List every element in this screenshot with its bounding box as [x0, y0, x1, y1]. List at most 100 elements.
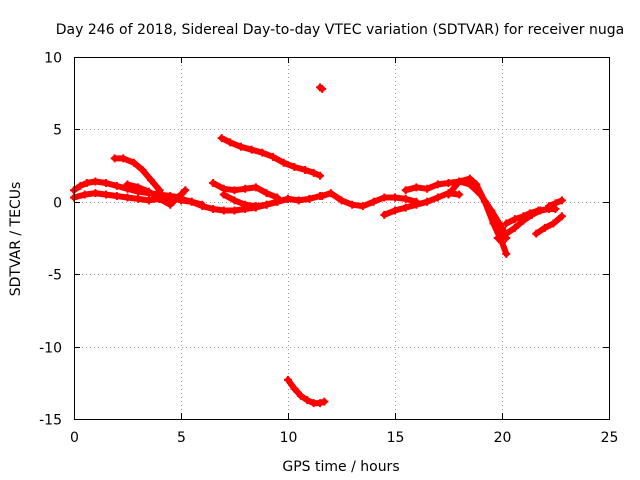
data-point — [348, 200, 357, 209]
data-point — [279, 158, 288, 167]
data-point — [269, 152, 278, 161]
data-point — [532, 229, 541, 238]
data-point — [498, 223, 506, 232]
data-point — [412, 200, 421, 209]
data-point — [294, 196, 303, 205]
series-trace — [319, 190, 420, 210]
data-point — [423, 197, 432, 206]
data-point — [177, 194, 185, 203]
series-arc4 — [123, 180, 190, 209]
data-point — [380, 210, 389, 219]
data-point — [166, 193, 175, 202]
data-point — [251, 202, 260, 211]
data-point — [187, 197, 196, 206]
data-point — [138, 165, 147, 174]
data-point — [316, 399, 325, 408]
plot-frame — [74, 57, 610, 420]
data-point — [472, 180, 481, 189]
x-tick-label: 20 — [494, 430, 512, 446]
chart-title: Day 246 of 2018, Sidereal Day-to-day VTE… — [56, 22, 624, 38]
data-point — [519, 212, 528, 221]
data-point — [510, 215, 519, 224]
data-point — [123, 193, 132, 202]
data-point — [80, 190, 89, 199]
x-tick-label: 0 — [70, 430, 79, 446]
y-tick-label: 0 — [53, 196, 62, 212]
data-point — [262, 189, 271, 198]
data-point — [262, 200, 271, 209]
data-point — [112, 181, 121, 190]
data-point — [230, 196, 239, 205]
data-point — [401, 186, 410, 195]
data-point — [401, 203, 410, 212]
x-tick-label: 5 — [177, 430, 186, 446]
data-point — [318, 192, 327, 201]
data-point — [284, 375, 292, 384]
data-point — [502, 219, 511, 228]
data-point — [217, 134, 226, 143]
data-point — [557, 196, 566, 205]
data-point — [337, 196, 346, 205]
data-point — [91, 189, 100, 198]
tick-layer — [74, 57, 610, 420]
data-point — [241, 184, 250, 193]
data-point — [144, 196, 153, 205]
data-point — [380, 193, 389, 202]
data-point — [455, 190, 464, 199]
data-point — [82, 178, 91, 187]
x-axis-label: GPS time / hours — [282, 459, 399, 475]
series-arc18 — [545, 196, 566, 211]
label-layer: 0 5 10 15 20 25 10 5 0 -5 -10 -15 — [39, 51, 618, 447]
data-point — [134, 183, 143, 192]
data-point — [110, 154, 119, 163]
data-point — [76, 181, 85, 190]
data-point — [290, 384, 299, 393]
data-point — [155, 194, 164, 203]
data-point — [493, 234, 502, 242]
data-point — [326, 189, 335, 198]
data-point — [320, 397, 329, 406]
data-point — [489, 219, 498, 228]
y-axis-label: SDTVAR / TECUs — [8, 182, 24, 297]
data-point — [119, 154, 128, 163]
data-point — [545, 202, 554, 211]
data-point — [209, 178, 218, 187]
data-point — [391, 206, 399, 215]
series-arc10 — [284, 375, 329, 408]
data-point — [391, 193, 399, 202]
data-point — [309, 168, 318, 177]
data-point — [412, 183, 421, 192]
data-point — [540, 223, 549, 232]
data-point — [166, 200, 175, 209]
data-point — [301, 165, 310, 174]
data-point — [155, 186, 164, 195]
series-arc11 — [318, 189, 421, 211]
data-point — [230, 206, 239, 215]
data-point — [134, 194, 143, 203]
data-point — [480, 197, 489, 206]
data-layer — [70, 83, 566, 408]
data-point — [258, 148, 267, 157]
series-trace — [220, 191, 324, 210]
data-point — [498, 238, 506, 247]
data-point — [247, 145, 256, 154]
data-point — [510, 223, 519, 232]
y-tick-label: -5 — [48, 268, 62, 284]
series-arc8 — [217, 134, 325, 180]
data-point — [284, 194, 292, 203]
y-tick-label: -10 — [39, 341, 62, 357]
data-point — [444, 190, 453, 199]
data-point — [502, 229, 511, 238]
data-point — [273, 197, 282, 206]
data-point — [296, 391, 305, 400]
data-point — [305, 194, 314, 203]
series-trace — [533, 213, 565, 237]
data-point — [502, 249, 511, 258]
data-point — [401, 194, 410, 203]
data-point — [226, 138, 235, 147]
data-point — [369, 197, 378, 206]
data-point — [198, 202, 207, 211]
x-tick-label: 25 — [601, 430, 619, 446]
data-point — [549, 219, 558, 228]
series-arc17 — [532, 212, 566, 238]
